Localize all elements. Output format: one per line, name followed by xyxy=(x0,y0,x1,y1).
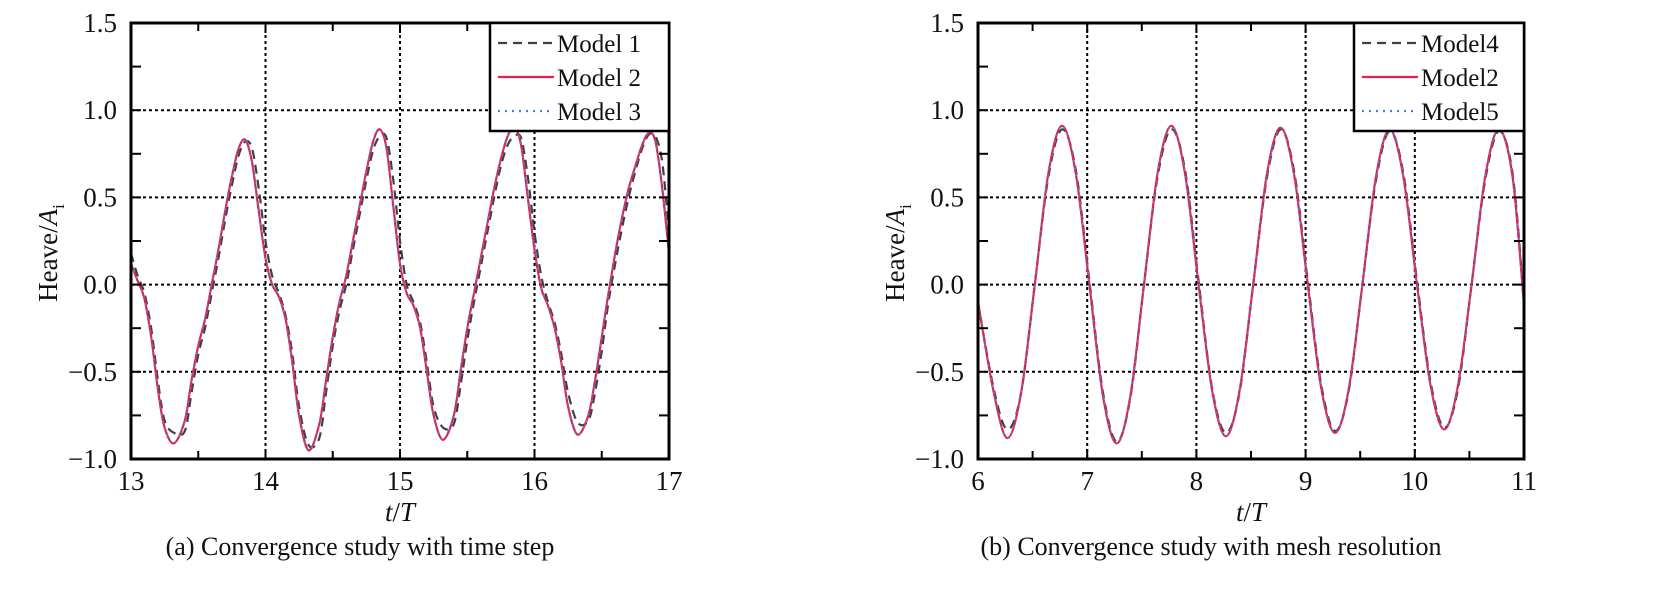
y-tick-label: 1.0 xyxy=(930,95,964,125)
x-tick-label: 6 xyxy=(971,466,985,496)
x-tick-label: 14 xyxy=(252,466,280,496)
legend-label: Model4 xyxy=(1421,31,1499,58)
legend-label: Model 1 xyxy=(557,31,641,58)
legend-item: Model 1 xyxy=(498,31,641,58)
x-tick-label: 7 xyxy=(1080,466,1094,496)
series-line-model5 xyxy=(977,124,1525,445)
y-label-A: A xyxy=(880,208,910,227)
y-tick-label: 0.0 xyxy=(930,270,964,300)
y-label-sub: i xyxy=(896,204,915,209)
legend-item: Model4 xyxy=(1362,31,1499,58)
y-label-prefix: Heave/ xyxy=(880,225,910,302)
y-tick-label: 1.0 xyxy=(83,95,117,125)
y-axis-label: Heave/Ai xyxy=(33,204,68,302)
y-axis-label: Heave/Ai xyxy=(880,204,915,302)
series-line-model-3 xyxy=(130,126,670,452)
legend-item: Model2 xyxy=(1362,65,1499,92)
legend-label: Model2 xyxy=(1421,65,1499,92)
y-label-A: A xyxy=(33,208,63,227)
y-tick-label: −0.5 xyxy=(915,357,964,387)
legend: Model 1 Model 2 Model 3 xyxy=(488,21,671,133)
legend-item: Model5 xyxy=(1362,99,1499,126)
series-line-model-1 xyxy=(129,131,671,449)
x-tick-label: 15 xyxy=(387,466,414,496)
x-label-T: T xyxy=(400,497,417,527)
x-label-T: T xyxy=(1251,497,1268,527)
y-tick-label: 1.5 xyxy=(930,8,964,38)
y-tick-label: 0.5 xyxy=(930,182,964,212)
y-label-prefix: Heave/ xyxy=(33,225,63,302)
legend: Model4 Model2 Model5 xyxy=(1352,21,1526,133)
figure-caption: (b) Convergence study with mesh resoluti… xyxy=(981,532,1442,561)
x-tick-label: 17 xyxy=(656,466,683,496)
y-tick-label: 0.5 xyxy=(83,182,117,212)
figure-caption: (a) Convergence study with time step xyxy=(166,532,555,561)
legend-item: Model 2 xyxy=(498,65,641,92)
x-tick-label: 16 xyxy=(521,466,548,496)
x-label-slash: / xyxy=(1243,497,1251,527)
y-tick-label: −1.0 xyxy=(915,444,964,474)
x-tick-label: 10 xyxy=(1401,466,1428,496)
x-tick-label: 8 xyxy=(1190,466,1204,496)
y-tick-label: 1.5 xyxy=(83,8,117,38)
chart-panel-b: 6 7 8 9 10 11 −1.0 −0.5 0.0 0.5 1.0 1.5 t/T Heave/Ai (… xyxy=(880,8,1537,561)
chart-panel-a: 13 14 15 16 17 −1.0 −0.5 0.0 0.5 1.0 1.5 t/T Heave/A… xyxy=(33,8,683,561)
legend-label: Model 3 xyxy=(557,99,641,126)
x-axis-label: t/T xyxy=(385,497,417,527)
x-tick-label: 11 xyxy=(1511,466,1537,496)
x-label-t: t xyxy=(385,497,394,527)
y-tick-label: −0.5 xyxy=(68,357,117,387)
y-tick-label: 0.0 xyxy=(83,270,117,300)
x-label-slash: / xyxy=(392,497,400,527)
x-axis-label: t/T xyxy=(1236,497,1268,527)
x-tick-label: 13 xyxy=(118,466,145,496)
y-label-sub: i xyxy=(49,204,68,209)
legend-label: Model5 xyxy=(1421,99,1499,126)
legend-item: Model 3 xyxy=(498,99,641,126)
x-label-t: t xyxy=(1236,497,1245,527)
legend-label: Model 2 xyxy=(557,65,641,92)
y-tick-label: −1.0 xyxy=(68,444,117,474)
x-tick-label: 9 xyxy=(1299,466,1313,496)
